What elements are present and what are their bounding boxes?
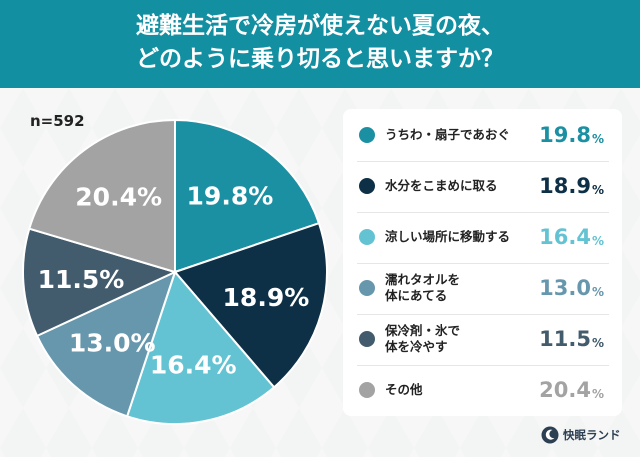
legend-label-6: その他 [385, 382, 423, 397]
pie-data-label-4: 13.0% [69, 328, 156, 357]
legend-label-4: 濡れタオルを 体にあてる [385, 272, 461, 303]
legend-value-unit-3: % [591, 233, 604, 248]
legend-swatch-1 [359, 127, 375, 143]
pie-data-label-6: 20.4% [75, 182, 162, 211]
legend-swatch-2 [359, 178, 375, 194]
legend-value-6: 20.4% [539, 370, 604, 410]
legend-divider [357, 314, 609, 315]
legend-value-unit-4: % [591, 284, 604, 299]
legend-item-4: 濡れタオルを 体にあてる 13.0% [343, 268, 622, 308]
legend-label-3: 涼しい場所に移動する [385, 229, 511, 244]
legend-label-1: うちわ・扇子であおぐ [385, 127, 510, 142]
legend-value-unit-2: % [591, 182, 604, 197]
title-line-1: 避難生活で冷房が使えない夏の夜、 [136, 13, 504, 39]
legend-value-2: 18.9% [539, 166, 604, 206]
legend-divider [357, 365, 609, 366]
legend-value-5: 11.5% [539, 319, 604, 359]
legend-value-unit-1: % [591, 131, 604, 146]
pie-data-label-1: 19.8% [187, 181, 274, 210]
legend-label-5: 保冷剤・氷で 体を冷やす [385, 323, 461, 354]
legend-item-2: 水分をこまめに取る 18.9% [343, 166, 622, 206]
legend-value-number-2: 18.9 [539, 174, 591, 198]
legend-value-4: 13.0% [539, 268, 604, 308]
brand-logo: 快眠ランド [541, 425, 621, 445]
legend-label-2: 水分をこまめに取る [385, 178, 498, 193]
legend-value-number-5: 11.5 [539, 327, 591, 351]
legend-swatch-4 [359, 280, 375, 296]
title-line-2: どのように乗り切ると思いますか？ [136, 46, 504, 72]
legend-swatch-3 [359, 229, 375, 245]
pie-slice-6 [28, 118, 176, 274]
legend-item-5: 保冷剤・氷で 体を冷やす 11.5% [343, 319, 622, 359]
brand-name: 快眠ランド [563, 428, 621, 442]
title-banner: 避難生活で冷房が使えない夏の夜、 どのように乗り切ると思いますか？ [0, 0, 640, 88]
moon-leaf-logo-icon [541, 426, 559, 444]
pie-slice-4 [35, 270, 177, 418]
pie-data-label-3: 16.4% [150, 350, 237, 379]
legend-value-number-6: 20.4 [539, 378, 591, 402]
legend-item-6: その他 20.4% [343, 370, 622, 410]
pie-slice-2 [173, 221, 328, 389]
pie-slice-3 [125, 270, 276, 425]
pie-slice-5 [22, 227, 178, 338]
legend-value-number-1: 19.8 [539, 123, 591, 147]
legend-divider [357, 212, 609, 213]
legend-value-unit-5: % [591, 335, 604, 350]
legend-swatch-5 [359, 331, 375, 347]
legend-value-1: 19.8% [539, 115, 604, 155]
legend-value-unit-6: % [591, 386, 604, 401]
sample-size-label: n=592 [30, 112, 85, 130]
legend-divider [357, 161, 609, 162]
legend-value-number-4: 13.0 [539, 276, 591, 300]
legend-item-3: 涼しい場所に移動する 16.4% [343, 217, 622, 257]
legend-value-3: 16.4% [539, 217, 604, 257]
pie-data-label-5: 11.5% [38, 265, 125, 294]
legend-divider [357, 263, 609, 264]
legend-item-1: うちわ・扇子であおぐ 19.8% [343, 115, 622, 155]
legend-swatch-6 [359, 382, 375, 398]
pie-slice-1 [174, 118, 321, 274]
legend-panel: うちわ・扇子であおぐ 19.8% 水分をこまめに取る 18.9% 涼しい場所に移動する 1… [343, 109, 622, 416]
legend-value-number-3: 16.4 [539, 225, 591, 249]
pie-data-label-2: 18.9% [223, 283, 310, 312]
